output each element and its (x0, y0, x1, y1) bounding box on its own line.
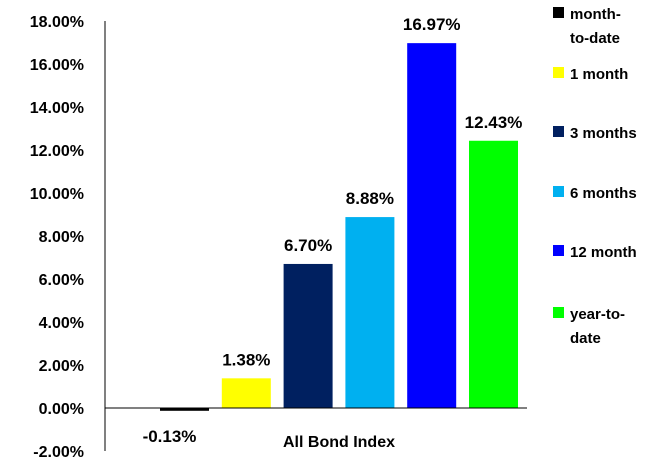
legend-label: year-to- (570, 306, 625, 323)
y-tick-label: -2.00% (33, 444, 84, 461)
y-tick-label: 4.00% (39, 315, 84, 332)
y-tick-label: 2.00% (39, 358, 84, 375)
legend-label: 3 months (570, 125, 637, 142)
y-tick-label: 14.00% (30, 100, 84, 117)
data-label: 1.38% (222, 350, 270, 369)
legend-label: date (570, 330, 601, 347)
y-tick-label: 6.00% (39, 272, 84, 289)
legend-label: 6 months (570, 185, 637, 202)
legend-swatch (553, 126, 564, 137)
y-axis-ticks: -2.00% 0.00% 2.00% 4.00% 6.00% 8.00% 10.00% 12.… (30, 14, 84, 461)
bar-3-months (283, 263, 333, 408)
bar-6-months (345, 217, 395, 408)
bar-year-to-date (469, 140, 518, 408)
legend-label: 1 month (570, 66, 628, 83)
data-label: -0.13% (143, 427, 197, 446)
bar-month-to-date (160, 408, 209, 411)
legend-label: 12 month (570, 244, 637, 261)
legend-label: month- (570, 6, 621, 23)
legend-swatch (553, 307, 564, 318)
data-label: 12.43% (465, 113, 523, 132)
legend-swatch (553, 67, 564, 78)
y-tick-label: 12.00% (30, 143, 84, 160)
legend-swatch (553, 7, 564, 18)
bar-1-month (221, 378, 271, 408)
data-label: 6.70% (284, 236, 332, 255)
y-tick-label: 0.00% (39, 401, 84, 418)
data-label: 16.97% (403, 15, 461, 34)
bars-group (160, 43, 518, 411)
data-labels: -0.13% 1.38% 6.70% 8.88% 16.97% 12.43% (143, 15, 523, 446)
legend: month-to-date 1 month 3 months 6 months 12 m… (553, 6, 637, 347)
y-tick-label: 10.00% (30, 186, 84, 203)
y-tick-label: 18.00% (30, 14, 84, 31)
legend-label: to-date (570, 30, 620, 47)
data-label: 8.88% (346, 189, 394, 208)
x-axis-category-label: All Bond Index (283, 434, 395, 451)
legend-swatch (553, 245, 564, 256)
bar-12-month (407, 43, 457, 409)
y-tick-label: 16.00% (30, 57, 84, 74)
y-tick-label: 8.00% (39, 229, 84, 246)
legend-swatch (553, 186, 564, 197)
